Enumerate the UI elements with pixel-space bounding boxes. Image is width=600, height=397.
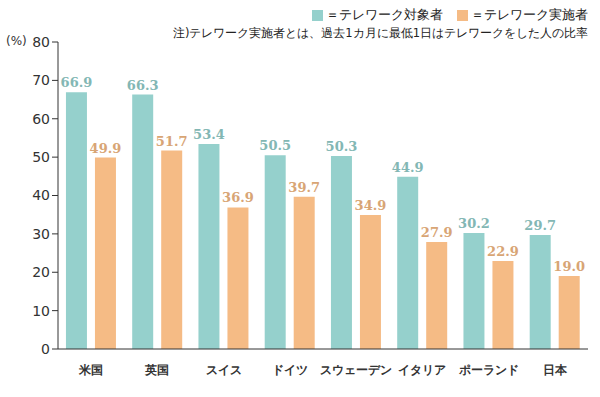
svg-text:53.4: 53.4 (193, 127, 225, 142)
svg-text:39.7: 39.7 (288, 180, 320, 195)
svg-text:29.7: 29.7 (524, 218, 556, 233)
svg-text:36.9: 36.9 (222, 190, 254, 205)
svg-text:80: 80 (32, 34, 50, 50)
svg-text:66.9: 66.9 (61, 75, 93, 90)
svg-text:ポーランド: ポーランド (458, 363, 519, 377)
svg-text:50.5: 50.5 (259, 138, 291, 153)
svg-text:44.9: 44.9 (392, 160, 424, 175)
svg-text:34.9: 34.9 (355, 198, 387, 213)
svg-text:スイス: スイス (206, 363, 242, 377)
svg-text:スウェーデン: スウェーデン (320, 363, 392, 377)
svg-text:米国: 米国 (78, 363, 103, 377)
svg-text:70: 70 (32, 72, 50, 88)
svg-text:27.9: 27.9 (421, 225, 453, 240)
svg-text:51.7: 51.7 (156, 134, 188, 149)
svg-text:イタリア: イタリア (398, 363, 446, 377)
svg-text:66.3: 66.3 (127, 78, 159, 93)
svg-text:22.9: 22.9 (487, 244, 519, 259)
svg-text:20: 20 (32, 264, 50, 280)
svg-text:50.3: 50.3 (326, 139, 358, 154)
svg-text:50: 50 (32, 149, 50, 165)
html-text:＝テレワーク実施者: ＝テレワーク実施者 (471, 7, 588, 22)
svg-text:30: 30 (32, 226, 50, 242)
svg-text:0: 0 (41, 341, 50, 357)
svg-text:10: 10 (32, 303, 50, 319)
html-text:注)テレワーク実施者とは、過去1カ月に最低1日はテレワークを: 注)テレワーク実施者とは、過去1カ月に最低1日はテレワークをした人の比率 (172, 26, 588, 40)
svg-text:日本: 日本 (543, 363, 568, 377)
html-text:＝テレワーク対象者: ＝テレワーク対象者 (326, 7, 443, 22)
svg-text:英国: 英国 (144, 363, 169, 377)
svg-text:40: 40 (32, 187, 50, 203)
svg-text:30.2: 30.2 (458, 216, 490, 231)
svg-text:49.9: 49.9 (90, 141, 122, 156)
svg-text:19.0: 19.0 (553, 259, 585, 274)
svg-text:ドイツ: ドイツ (272, 363, 308, 377)
svg-text:60: 60 (32, 111, 50, 127)
